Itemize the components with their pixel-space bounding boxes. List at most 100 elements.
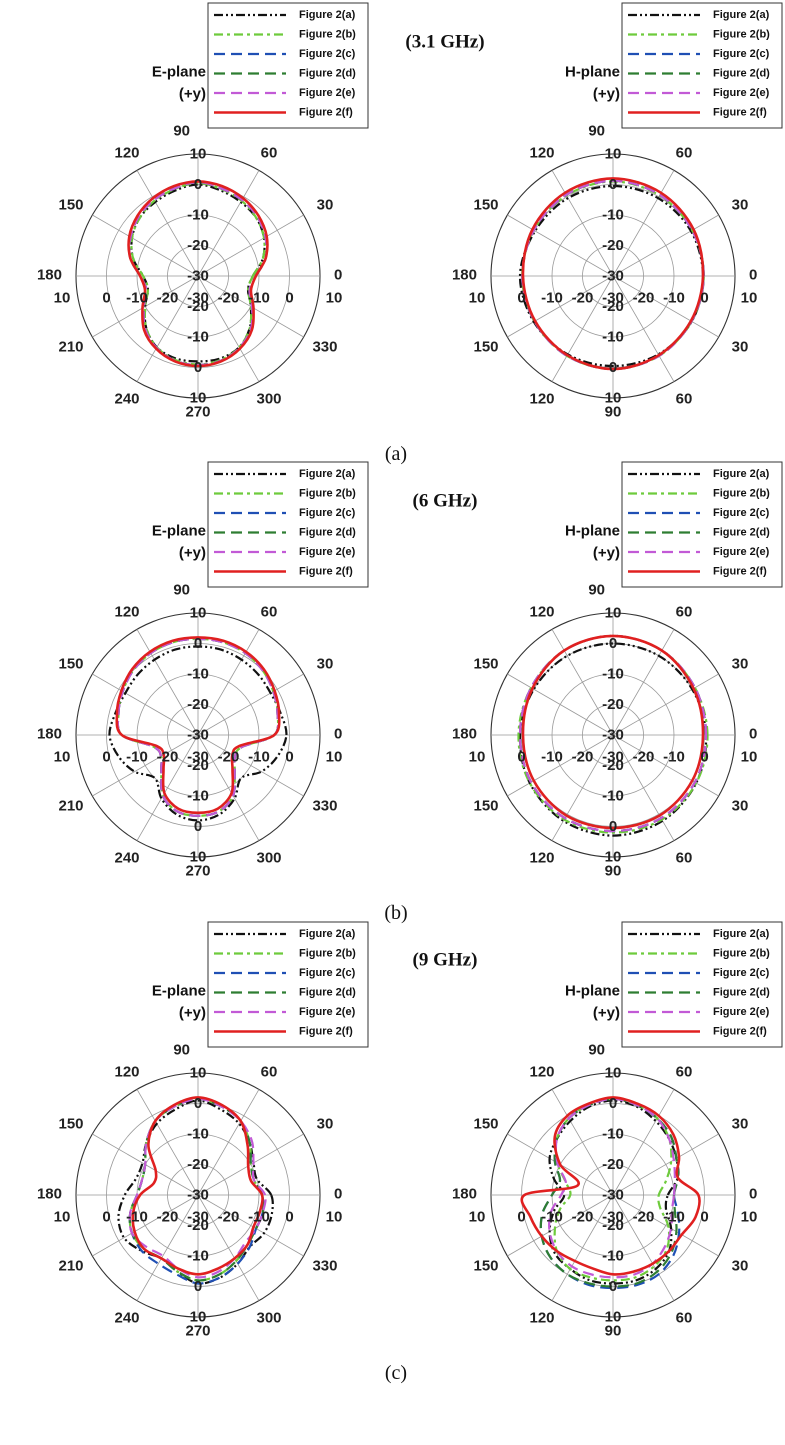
legend-entry: Figure 2(d) xyxy=(713,987,770,999)
grid-spoke xyxy=(551,1194,614,1301)
grid-spoke xyxy=(612,629,675,736)
radial-label: -30 xyxy=(187,749,209,766)
plane-direction-label: (+y) xyxy=(593,86,620,103)
radial-label: 10 xyxy=(54,749,71,766)
angle-label: 60 xyxy=(261,1064,278,1081)
radial-label: -10 xyxy=(126,290,148,307)
grid-spoke xyxy=(612,170,675,277)
radial-label: 0 xyxy=(609,176,617,193)
radial-label: 0 xyxy=(194,818,202,835)
radial-label: -10 xyxy=(187,207,209,224)
radial-label: 10 xyxy=(741,749,758,766)
radial-label: -20 xyxy=(633,749,655,766)
angle-label: 240 xyxy=(114,390,139,407)
grid-spoke xyxy=(551,1089,614,1196)
grid-spoke xyxy=(612,1194,675,1301)
legend-entry: Figure 2(e) xyxy=(713,87,770,99)
grid-spoke xyxy=(197,734,304,797)
angle-label: 330 xyxy=(312,339,337,356)
angle-label: 180 xyxy=(37,726,62,743)
series-line-4 xyxy=(539,1097,680,1288)
radial-label: 0 xyxy=(609,359,617,376)
radial-label: -10 xyxy=(187,788,209,805)
angle-label: 120 xyxy=(529,604,554,621)
angle-label: 90 xyxy=(588,1042,605,1059)
angle-label: 210 xyxy=(59,798,84,815)
grid-spoke xyxy=(197,673,304,736)
radial-label: 0 xyxy=(609,635,617,652)
legend-box xyxy=(621,461,783,588)
grid-spoke xyxy=(551,275,614,382)
plane-direction-label: (+y) xyxy=(179,1005,206,1022)
radial-label: -10 xyxy=(248,1209,270,1226)
plane-label: E-plane xyxy=(152,983,206,1000)
series-line-6 xyxy=(521,634,705,830)
grid-spoke xyxy=(197,1089,260,1196)
angle-label: 120 xyxy=(529,145,554,162)
series-line-5 xyxy=(128,181,268,367)
angle-label: 150 xyxy=(474,798,499,815)
legend-entry: Figure 2(b) xyxy=(713,948,770,960)
grid-spoke xyxy=(197,1194,260,1301)
radial-label: -30 xyxy=(602,268,624,285)
subfigure-label: (c) xyxy=(385,1362,407,1384)
radial-label: 10 xyxy=(190,605,207,622)
grid-spoke xyxy=(136,1089,199,1196)
angle-label: 180 xyxy=(452,1186,477,1203)
grid-spoke xyxy=(612,673,719,736)
radial-label: -30 xyxy=(602,1187,624,1204)
legend-entry: Figure 2(a) xyxy=(713,468,770,480)
legend-entry: Figure 2(d) xyxy=(299,68,356,80)
series-line-1 xyxy=(518,642,708,837)
grid-spoke xyxy=(507,275,614,338)
grid-spoke xyxy=(507,673,614,736)
radial-label: 0 xyxy=(194,359,202,376)
angle-label: 120 xyxy=(529,390,554,407)
radial-label: 0 xyxy=(194,1095,202,1112)
radial-label: -30 xyxy=(602,290,624,307)
radial-label: -30 xyxy=(187,290,209,307)
radial-label: 10 xyxy=(326,1209,343,1226)
legend-entry: Figure 2(a) xyxy=(713,9,770,21)
angle-label: 30 xyxy=(732,197,749,214)
angle-label: 90 xyxy=(173,1042,190,1059)
legend-box xyxy=(621,2,783,129)
angle-label: 150 xyxy=(474,197,499,214)
radial-label: -10 xyxy=(187,666,209,683)
radial-label: 10 xyxy=(326,290,343,307)
radial-label: -20 xyxy=(602,1217,624,1234)
grid-spoke xyxy=(136,1194,199,1301)
legend-entry: Figure 2(e) xyxy=(299,546,356,558)
radial-label: 0 xyxy=(517,749,525,766)
radial-label: -20 xyxy=(633,290,655,307)
radial-label: 10 xyxy=(605,390,622,407)
radial-label: -20 xyxy=(187,757,209,774)
legend-entry: Figure 2(a) xyxy=(299,928,356,940)
grid-spoke xyxy=(612,734,719,797)
angle-label: 150 xyxy=(59,656,84,673)
radial-label: 0 xyxy=(700,749,708,766)
angle-label: 90 xyxy=(605,404,622,421)
series-line-1 xyxy=(117,1099,274,1285)
angle-label: 300 xyxy=(256,1309,281,1326)
radial-label: -10 xyxy=(187,329,209,346)
series-line-5 xyxy=(116,637,280,817)
radial-label: 0 xyxy=(194,176,202,193)
series-line-6 xyxy=(521,177,705,371)
radial-label: 0 xyxy=(609,1278,617,1295)
radial-label: 0 xyxy=(194,635,202,652)
grid-spoke xyxy=(92,734,199,797)
angle-label: 0 xyxy=(749,726,757,743)
radial-label: 0 xyxy=(700,290,708,307)
angle-label: 120 xyxy=(529,1309,554,1326)
legend-entry: Figure 2(e) xyxy=(713,546,770,558)
angle-label: 150 xyxy=(59,1116,84,1133)
angle-label: 210 xyxy=(59,339,84,356)
grid-spoke xyxy=(197,1133,304,1196)
legend-box xyxy=(207,921,369,1048)
angle-label: 90 xyxy=(588,582,605,599)
legend-entry: Figure 2(f) xyxy=(713,107,767,119)
legend-entry: Figure 2(f) xyxy=(713,566,767,578)
angle-label: 180 xyxy=(37,1186,62,1203)
grid-spoke xyxy=(612,275,719,338)
